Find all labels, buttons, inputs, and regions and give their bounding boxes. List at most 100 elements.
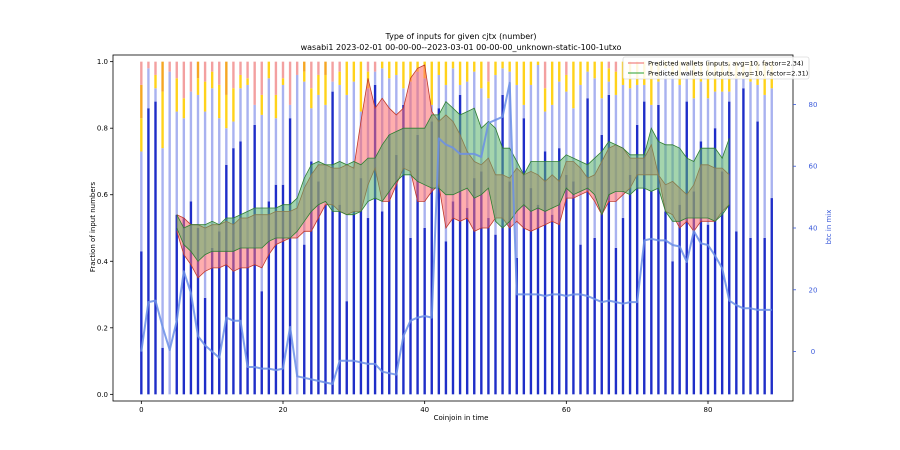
bar-fresh-57 xyxy=(543,151,547,395)
bar-fresh-61 xyxy=(572,181,575,395)
y-tick-label-2: 0.4 xyxy=(97,258,109,266)
bar-pink-22 xyxy=(295,61,299,75)
axes: 0 20 40 60 80 0.0 0.2 0.4 0.6 0.8 1.0 0 20 40 60 80 xyxy=(97,54,818,414)
plot-area xyxy=(140,61,773,395)
legend-box xyxy=(622,56,810,80)
bar-remix-71 xyxy=(643,84,646,102)
bar-pink-2 xyxy=(154,61,157,75)
bar-fresh-45 xyxy=(458,94,462,395)
bar-remix-77 xyxy=(685,71,688,102)
bar-fresh-48 xyxy=(480,171,483,395)
bar-yellow-11 xyxy=(218,84,221,119)
bar-remix-11 xyxy=(218,118,221,232)
bar-fresh-6 xyxy=(182,218,186,395)
bar-orange-26 xyxy=(324,61,327,75)
bar-yellow-19 xyxy=(274,94,278,119)
bar-remix-73 xyxy=(657,81,660,105)
bar-pink-33 xyxy=(373,61,377,72)
bar-yellow-42 xyxy=(437,61,441,75)
bar-fresh-63 xyxy=(586,98,589,395)
bar-pink-25 xyxy=(317,61,320,75)
bar-remix-76 xyxy=(678,84,681,205)
bar-yellow-35 xyxy=(388,61,391,79)
bar-pink-57 xyxy=(543,61,547,89)
bar-pink-28 xyxy=(338,61,341,72)
bar-yellow-13 xyxy=(232,88,235,122)
bar-fresh-39 xyxy=(416,134,419,395)
bar-fresh-1 xyxy=(147,108,150,395)
bar-yellow-65 xyxy=(600,61,603,99)
legend: Predicted wallets (inputs, avg=10, facto… xyxy=(622,56,810,80)
bar-remix-13 xyxy=(232,121,235,149)
bar-fresh-79 xyxy=(699,141,703,395)
bar-orange-23 xyxy=(303,61,306,72)
bar-yellow-0 xyxy=(140,118,143,152)
bar-fresh-11 xyxy=(218,231,221,395)
bar-yellow-66 xyxy=(607,68,611,82)
bar-yellow-14 xyxy=(239,74,242,89)
bar-fresh-42 xyxy=(437,108,441,395)
bar-fresh-33 xyxy=(373,84,377,395)
bar-pink-11 xyxy=(218,61,221,85)
bar-fresh-55 xyxy=(529,188,533,395)
bar-yellow-36 xyxy=(395,61,398,75)
bar-yellow-34 xyxy=(380,61,384,69)
bar-yellow-9 xyxy=(203,81,207,112)
bar-yellow-41 xyxy=(430,61,433,105)
bar-pink-24 xyxy=(310,61,313,89)
bar-pink-49 xyxy=(487,61,490,82)
bar-remix-89 xyxy=(770,88,773,199)
y-tick-label-3: 0.6 xyxy=(97,191,109,199)
bar-fresh-38 xyxy=(409,237,412,395)
bar-remix-27 xyxy=(331,81,334,92)
bar-remix-45 xyxy=(458,84,462,95)
bar-yellow-5 xyxy=(175,78,178,112)
bar-pink-21 xyxy=(288,61,292,105)
bar-remix-7 xyxy=(189,91,193,202)
bar-yellow-54 xyxy=(522,61,526,105)
bar-remix-19 xyxy=(274,118,278,185)
y-axis-label: Fraction of input numbers xyxy=(89,181,97,272)
bar-yellow-18 xyxy=(267,61,271,79)
bar-fresh-60 xyxy=(565,174,568,395)
bar-remix-86 xyxy=(749,81,752,238)
y-tick-label-0: 0.0 xyxy=(97,391,108,399)
bar-pink-4 xyxy=(168,61,171,72)
bar-yellow-67 xyxy=(614,71,618,95)
y-tick-label-4: 0.8 xyxy=(97,125,108,133)
bar-fresh-56 xyxy=(536,204,540,395)
bar-fresh-37 xyxy=(402,104,405,395)
bar-fresh-46 xyxy=(465,208,469,395)
bar-remix-52 xyxy=(508,71,511,182)
bar-fresh-67 xyxy=(614,247,618,395)
y-right-tick-label-1: 20 xyxy=(809,286,818,294)
bar-remix-12 xyxy=(225,128,228,165)
bar-yellow-58 xyxy=(550,61,554,105)
y-tick-label-1: 0.2 xyxy=(97,324,108,332)
bar-fresh-51 xyxy=(501,94,504,395)
bar-yellow-56 xyxy=(536,61,540,65)
bar-remix-2 xyxy=(154,88,157,102)
bar-fresh-27 xyxy=(331,91,334,395)
bar-orange-8 xyxy=(196,61,200,79)
bar-fresh-32 xyxy=(366,218,370,395)
bar-fresh-70 xyxy=(635,124,639,395)
bar-yellow-12 xyxy=(225,94,228,129)
bar-remix-55 xyxy=(529,84,533,189)
bar-fresh-31 xyxy=(359,178,363,395)
bar-yellow-44 xyxy=(451,61,455,69)
bar-fresh-3 xyxy=(161,347,164,395)
bar-remix-16 xyxy=(253,104,256,125)
bar-fresh-17 xyxy=(260,291,263,395)
bar-fresh-53 xyxy=(515,257,518,395)
bar-remix-66 xyxy=(607,81,611,95)
bar-remix-78 xyxy=(692,98,696,192)
bar-fresh-41 xyxy=(430,121,433,395)
bar-fresh-28 xyxy=(338,204,341,395)
x-tick-label-4: 80 xyxy=(704,406,713,414)
x-axis-label: Coinjoin in time xyxy=(434,414,489,422)
bar-pink-16 xyxy=(253,61,256,105)
bar-yellow-53 xyxy=(515,61,518,85)
legend-inputs-label: Predicted wallets (inputs, avg=10, facto… xyxy=(648,60,804,68)
bar-remix-24 xyxy=(310,108,313,162)
